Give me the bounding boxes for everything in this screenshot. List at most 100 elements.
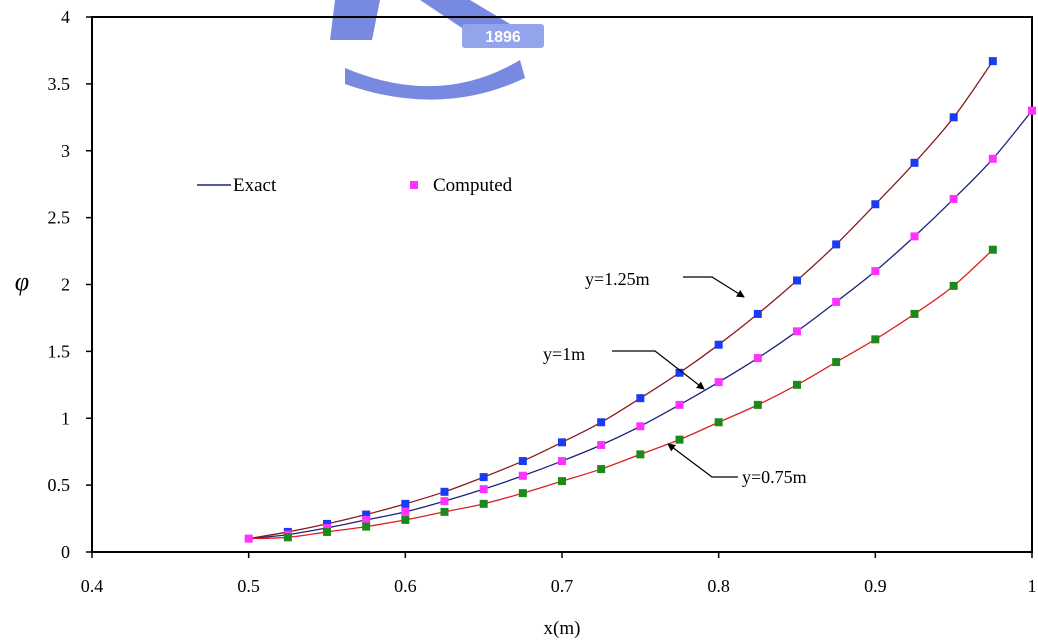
legend-computed-label: Computed	[433, 175, 513, 196]
y-tick-label: 1	[61, 408, 70, 428]
curve-annotations: y=1.25m y=1m y=0.75m	[543, 269, 807, 487]
watermark-badge	[462, 24, 544, 48]
y-tick-label: 3	[61, 141, 70, 161]
x-tick-label: 0.6	[394, 576, 417, 596]
legend-computed-marker	[410, 181, 418, 189]
plot-area-frame	[91, 16, 1033, 553]
computed-point	[636, 450, 645, 459]
computed-point	[597, 441, 606, 449]
computed-point	[753, 354, 762, 363]
computed-point	[949, 194, 958, 203]
exact-curve-1	[248, 60, 994, 540]
computed-point	[479, 499, 488, 508]
annotation-arrow	[683, 276, 745, 298]
computed-point	[518, 457, 527, 466]
x-tick-label: 0.5	[237, 576, 260, 596]
computed-point	[401, 499, 410, 508]
computed-point	[793, 380, 801, 389]
university-watermark-logo: 1896	[330, 0, 544, 100]
watermark-shape-left	[330, 0, 380, 40]
exact-curve-2	[248, 110, 1033, 540]
computed-point	[440, 507, 449, 516]
computed-point	[1028, 106, 1036, 115]
computed-point	[949, 281, 958, 290]
legend: Exact Computed	[197, 175, 513, 196]
watermark-arc	[345, 60, 525, 100]
x-tick-label: 1	[1028, 576, 1037, 596]
y-tick-label: 4	[61, 7, 70, 27]
legend-exact-label: Exact	[233, 175, 277, 196]
computed-point	[910, 309, 919, 318]
y-tick-labels: 0 0.5 1 1.5 2 2.5 3 3.5 4	[48, 7, 71, 562]
computed-point	[675, 435, 684, 444]
y-tick-label: 2	[61, 275, 70, 295]
computed-point	[988, 154, 997, 163]
computed-point	[793, 276, 801, 285]
computed-point	[244, 534, 253, 543]
series-lines	[248, 60, 1033, 540]
computed-point	[597, 418, 606, 427]
y-axis-label: φ	[15, 267, 29, 296]
computed-point	[988, 57, 997, 66]
annotation-label: y=1m	[543, 344, 585, 364]
computed-point	[518, 471, 527, 480]
computed-point	[832, 297, 841, 306]
exact-curve-3	[248, 249, 994, 540]
computed-point	[558, 457, 566, 466]
computed-point	[558, 477, 566, 486]
computed-point	[910, 158, 919, 167]
axis-ticks	[86, 16, 1033, 558]
y-tick-label: 0.5	[48, 475, 71, 495]
computed-point	[401, 507, 410, 516]
computed-point	[479, 473, 488, 482]
x-tick-labels: 0.4 0.5 0.6 0.7 0.8 0.9 1	[81, 576, 1037, 596]
y-tick-label: 0	[61, 542, 70, 562]
computed-point	[675, 368, 684, 377]
annotation-arrow	[667, 443, 738, 478]
annotation-label: y=0.75m	[742, 467, 807, 487]
x-axis-label: x(m)	[544, 618, 581, 639]
computed-point	[362, 510, 371, 519]
computed-point	[832, 358, 841, 367]
computed-point	[793, 327, 801, 336]
computed-point	[949, 113, 958, 122]
computed-point	[401, 515, 410, 524]
computed-point	[323, 519, 331, 528]
computed-point	[636, 422, 645, 431]
computed-point	[636, 394, 645, 403]
computed-point	[597, 465, 606, 474]
computed-point	[323, 523, 331, 532]
x-tick-label: 0.9	[864, 576, 887, 596]
annotation-label: y=1.25m	[585, 269, 650, 289]
y-tick-label: 1.5	[48, 341, 71, 361]
computed-point	[323, 527, 331, 536]
computed-point	[871, 267, 880, 276]
computed-point	[714, 340, 723, 349]
x-tick-label: 0.8	[707, 576, 730, 596]
computed-point	[362, 522, 371, 531]
computed-point	[988, 245, 997, 254]
computed-point	[910, 232, 919, 241]
annotation-arrow	[612, 350, 705, 390]
computed-point	[714, 378, 723, 387]
computed-point	[362, 515, 371, 524]
series-markers	[244, 57, 1036, 543]
computed-point	[753, 400, 762, 409]
computed-point	[871, 335, 880, 344]
computed-point	[714, 418, 723, 427]
computed-point	[518, 489, 527, 498]
y-tick-label: 2.5	[48, 208, 71, 228]
x-tick-label: 0.4	[81, 576, 104, 596]
computed-point	[479, 485, 488, 494]
computed-point	[283, 533, 292, 542]
computed-point	[871, 200, 880, 209]
computed-point	[675, 400, 684, 409]
computed-point	[440, 487, 449, 496]
watermark-year: 1896	[485, 29, 521, 46]
computed-point	[558, 438, 566, 447]
computed-point	[753, 309, 762, 318]
y-tick-label: 3.5	[48, 74, 71, 94]
computed-point	[440, 497, 449, 506]
x-tick-label: 0.7	[551, 576, 574, 596]
